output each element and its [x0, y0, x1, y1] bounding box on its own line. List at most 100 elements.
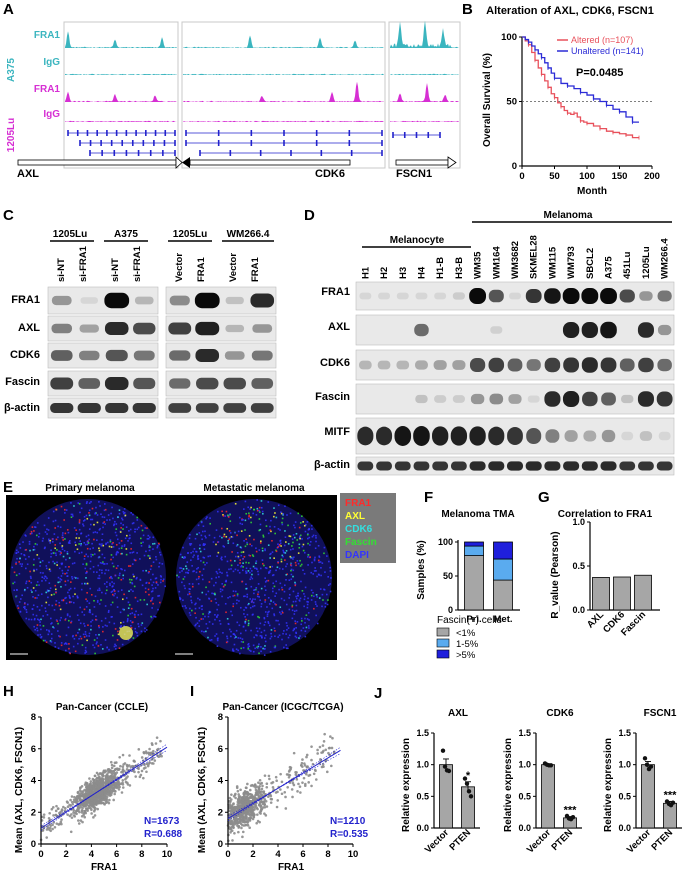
tma-cell	[288, 634, 291, 637]
scatter-point	[88, 777, 91, 780]
tma-cell	[185, 571, 187, 574]
tma-cell	[88, 512, 90, 514]
blot-band	[169, 295, 190, 306]
gene-exon	[96, 130, 98, 136]
tma-cell	[102, 630, 104, 633]
tma-cell	[121, 518, 124, 521]
tma-cell	[130, 512, 132, 514]
tma-cell	[85, 563, 88, 566]
gene-arrow-cdk6	[182, 157, 190, 168]
blot-band	[583, 430, 597, 442]
tma-cell	[285, 647, 288, 650]
tma-cell	[264, 594, 266, 596]
tma-cell	[131, 563, 134, 565]
tma-cell	[120, 540, 123, 542]
tma-cell	[110, 603, 112, 606]
tma-cell	[279, 529, 281, 531]
tma-cell	[97, 564, 100, 567]
tma-cell	[36, 624, 39, 626]
blot-c-lane-label: Vector	[174, 253, 185, 282]
tma-cell	[184, 605, 186, 607]
tma-cell	[268, 571, 271, 574]
tma-cell	[252, 605, 254, 608]
tma-cell	[117, 633, 120, 636]
tma-cell	[155, 577, 158, 579]
scatter-point	[142, 776, 145, 780]
tma-cell	[285, 603, 288, 606]
tma-cell	[149, 536, 151, 539]
scatter-point	[306, 765, 309, 768]
scatter-point	[71, 802, 75, 806]
tma-cell	[270, 629, 273, 631]
blot-c-group-a375: A375	[114, 229, 138, 240]
tma-cell	[154, 616, 157, 618]
panel-letter-i: I	[190, 683, 194, 700]
tma-cell	[61, 563, 63, 566]
blot-band	[488, 357, 505, 373]
tma-cell	[191, 565, 193, 567]
scatter-point	[87, 786, 90, 790]
panel-letter-g: G	[538, 489, 550, 506]
tma-cell	[152, 543, 154, 545]
tma-cell	[312, 573, 314, 575]
track-pane	[63, 21, 179, 169]
tma-cell	[255, 587, 258, 589]
tma-cell	[85, 635, 88, 637]
tma-cell	[151, 584, 153, 586]
tma-cell	[33, 545, 35, 548]
survival-x-tick-label: 0	[519, 171, 524, 182]
tma-cell	[108, 545, 111, 548]
tma-cell	[247, 624, 250, 627]
blot-band	[581, 288, 599, 304]
tma-cell	[89, 611, 92, 614]
tma-cell	[113, 582, 115, 585]
tma-cell	[203, 556, 206, 559]
panel-h-scatter: Pan-Cancer (CCLE) Mean (AXL, CDK6, FSCN1…	[14, 702, 183, 873]
blot-band	[488, 426, 505, 446]
tma-cell	[61, 548, 64, 551]
tma-cell	[136, 576, 138, 579]
blot-band	[169, 350, 191, 361]
tma-cell	[271, 551, 274, 553]
tma-cell	[81, 611, 84, 613]
tma-cell	[143, 599, 146, 601]
tma-cell	[29, 570, 31, 573]
tma-cell	[132, 573, 134, 576]
tma-cell	[104, 572, 106, 575]
expression-y-tick-label: 1.5	[518, 728, 531, 738]
scatter-point	[152, 762, 155, 765]
tma-cell	[55, 600, 58, 602]
scatter-point	[97, 785, 101, 788]
tma-cell	[181, 570, 183, 572]
tma-cell	[84, 652, 86, 654]
tma-cell	[41, 580, 43, 582]
tma-cell	[273, 526, 276, 528]
tma-cell	[188, 612, 191, 614]
tma-cell	[76, 548, 79, 551]
tma-cell	[213, 536, 216, 539]
scatter-i-ylabel: Mean (AXL, CDK6, FSCN1)	[197, 727, 208, 853]
tma-cell	[224, 580, 227, 583]
tma-cell	[111, 585, 114, 588]
scatter-point	[232, 802, 235, 806]
tma-cell	[70, 621, 72, 624]
blot-band	[432, 426, 449, 446]
scatter-point	[233, 805, 237, 809]
tma-cell	[242, 508, 245, 510]
tma-cell	[135, 610, 137, 613]
tma-cell	[94, 595, 97, 598]
tma-cell	[54, 584, 57, 587]
tma-cell	[107, 609, 110, 612]
scatter-point	[73, 815, 77, 818]
tma-cell	[249, 508, 251, 510]
blot-band	[224, 351, 245, 360]
tma-cell	[264, 647, 266, 650]
expression-x-tick-label: PTEN	[649, 827, 675, 853]
scatter-point	[265, 782, 269, 786]
scatter-point	[261, 784, 264, 788]
tma-cell	[33, 569, 35, 572]
tma-cell	[275, 592, 278, 595]
tma-cell	[292, 548, 294, 550]
tma-cell	[316, 575, 318, 578]
expression-bar	[641, 764, 655, 829]
